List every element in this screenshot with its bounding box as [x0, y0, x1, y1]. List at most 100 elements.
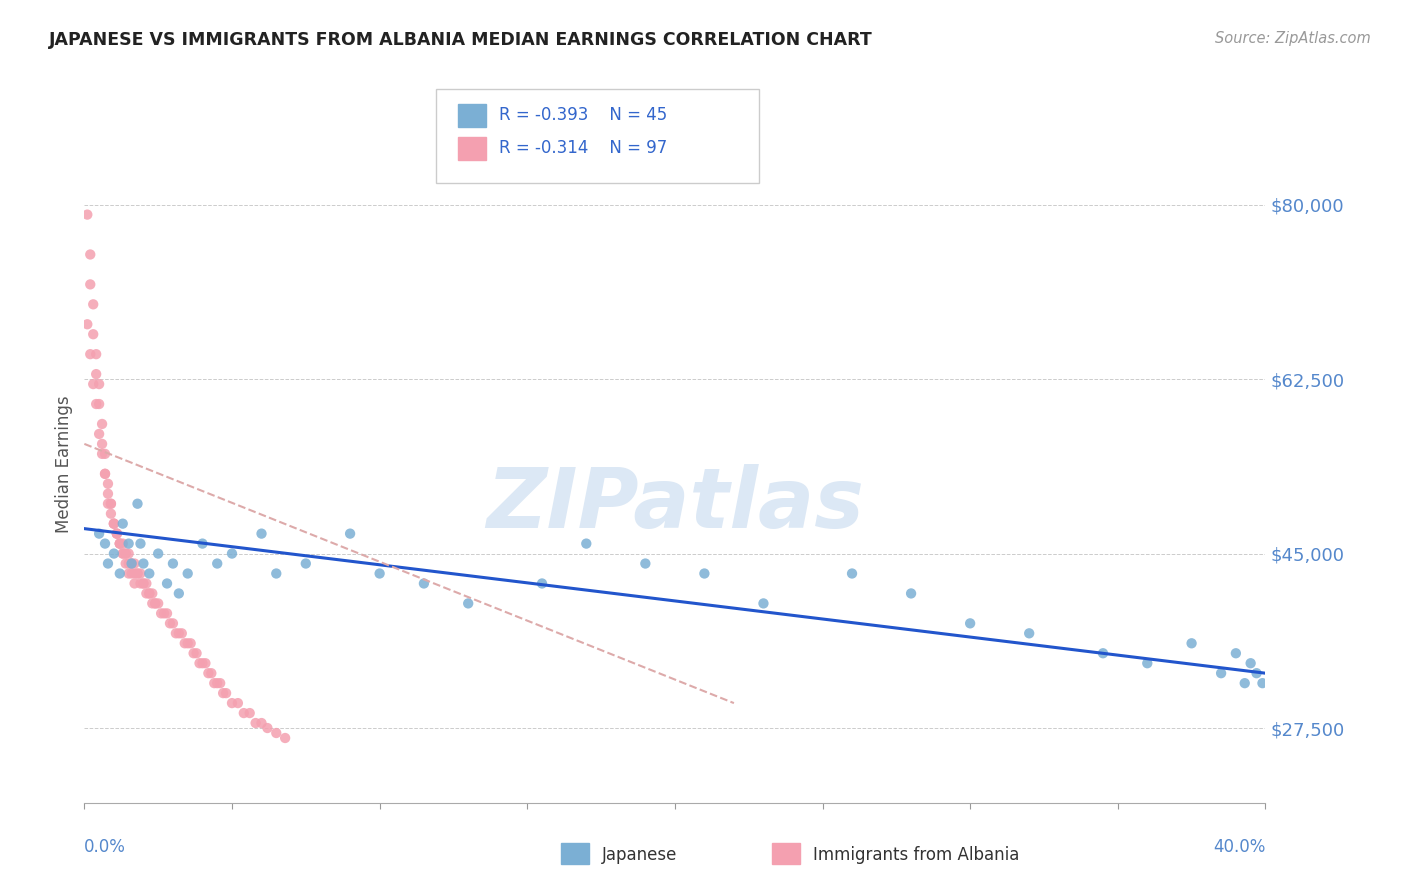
Point	[153, 607, 176, 621]
Point	[1233, 676, 1256, 690]
Point	[129, 566, 152, 581]
Point	[105, 526, 128, 541]
Point	[76, 318, 98, 332]
Point	[264, 726, 288, 740]
Point	[138, 586, 160, 600]
Point	[87, 526, 111, 541]
Point	[127, 566, 149, 581]
Point	[79, 347, 101, 361]
Point	[239, 706, 262, 720]
Point	[1018, 626, 1040, 640]
Point	[108, 566, 131, 581]
Point	[245, 716, 267, 731]
Point	[138, 566, 160, 581]
Point	[1091, 646, 1114, 660]
Point	[103, 547, 125, 561]
Point	[1225, 646, 1247, 660]
Point	[114, 547, 136, 561]
Point	[221, 547, 243, 561]
Point	[143, 596, 166, 610]
Point	[173, 636, 195, 650]
Point	[79, 277, 101, 292]
Point	[162, 557, 184, 571]
Point	[87, 426, 111, 441]
Point	[76, 208, 98, 222]
Point	[87, 377, 111, 392]
Point	[191, 536, 214, 550]
Point	[1180, 636, 1202, 650]
Point	[94, 467, 117, 481]
Point	[1209, 666, 1232, 681]
Point	[256, 721, 278, 735]
Point	[97, 487, 120, 501]
Point	[215, 686, 238, 700]
Point	[177, 636, 200, 650]
Point	[205, 557, 228, 571]
Point	[167, 626, 190, 640]
Point	[111, 547, 134, 561]
Point	[111, 516, 134, 531]
Point	[209, 676, 232, 690]
Point	[97, 497, 120, 511]
Point	[118, 557, 141, 571]
Point	[105, 526, 128, 541]
Text: R = -0.314    N = 97: R = -0.314 N = 97	[499, 139, 668, 157]
Point	[339, 526, 361, 541]
Point	[1136, 657, 1159, 671]
Point	[159, 616, 181, 631]
Point	[141, 586, 163, 600]
Text: JAPANESE VS IMMIGRANTS FROM ALBANIA MEDIAN EARNINGS CORRELATION CHART: JAPANESE VS IMMIGRANTS FROM ALBANIA MEDI…	[49, 31, 873, 49]
Point	[752, 596, 775, 610]
Point	[264, 566, 288, 581]
Point	[118, 536, 141, 550]
Point	[226, 696, 249, 710]
Point	[135, 586, 157, 600]
Point	[87, 397, 111, 411]
Point	[91, 447, 114, 461]
Point	[194, 657, 217, 671]
Point	[900, 586, 922, 600]
Point	[132, 576, 155, 591]
Point	[103, 516, 125, 531]
Point	[1246, 666, 1268, 681]
Point	[97, 557, 120, 571]
Point	[108, 536, 131, 550]
Point	[959, 616, 981, 631]
Point	[100, 497, 122, 511]
Point	[79, 247, 101, 261]
Point	[150, 607, 173, 621]
Point	[162, 616, 184, 631]
Point	[250, 526, 273, 541]
Point	[1251, 676, 1274, 690]
Text: R = -0.393    N = 45: R = -0.393 N = 45	[499, 106, 668, 124]
Point	[82, 297, 104, 311]
Point	[148, 596, 170, 610]
Point	[124, 576, 146, 591]
Point	[84, 367, 107, 381]
Point	[127, 497, 149, 511]
Point	[108, 536, 131, 550]
Point	[165, 626, 187, 640]
Point	[191, 657, 214, 671]
Point	[413, 576, 436, 591]
Point	[143, 596, 166, 610]
Point	[91, 417, 114, 431]
Point	[121, 557, 143, 571]
Point	[186, 646, 208, 660]
Point	[118, 547, 141, 561]
Point	[103, 516, 125, 531]
Point	[188, 657, 211, 671]
Point	[575, 536, 598, 550]
Point	[121, 557, 143, 571]
Point	[118, 566, 141, 581]
Point	[94, 467, 117, 481]
Point	[634, 557, 657, 571]
Point	[167, 586, 190, 600]
Point	[132, 576, 155, 591]
Point	[250, 716, 273, 731]
Point	[205, 676, 228, 690]
Point	[82, 327, 104, 342]
Point	[274, 731, 297, 745]
Point	[132, 557, 155, 571]
Point	[141, 596, 163, 610]
